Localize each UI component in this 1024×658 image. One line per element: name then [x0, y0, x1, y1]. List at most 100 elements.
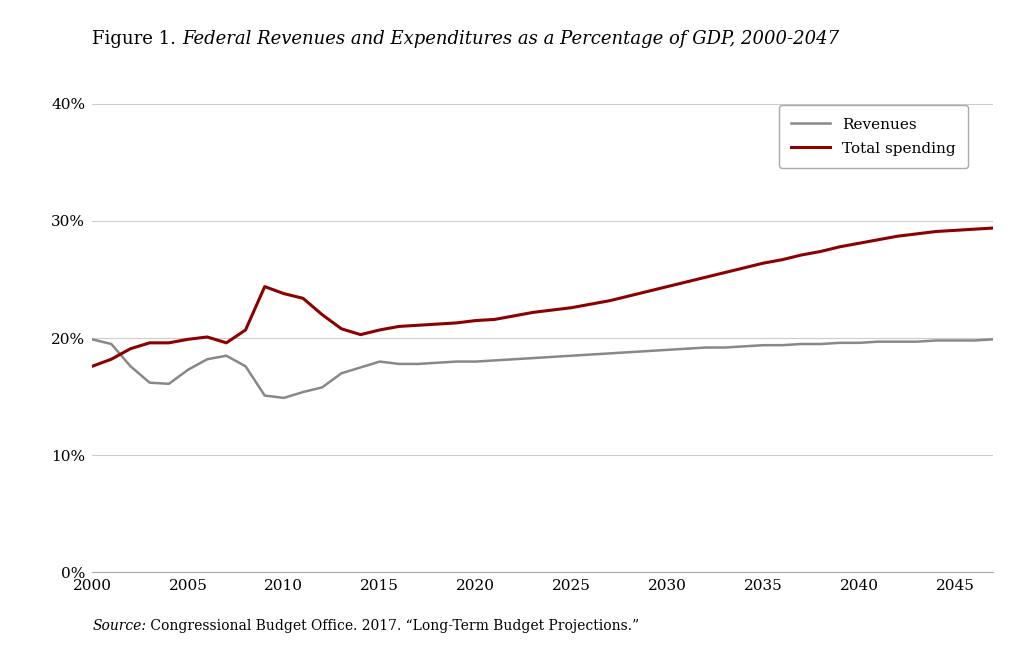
Total spending [585, 300, 597, 308]
Revenues [642, 347, 654, 355]
Revenues [259, 392, 271, 399]
Total spending [872, 236, 885, 243]
Revenues [316, 384, 329, 392]
Total spending [201, 333, 213, 341]
Revenues [469, 358, 481, 366]
Revenues [949, 336, 962, 344]
Revenues [585, 351, 597, 359]
Revenues [565, 352, 578, 360]
Total spending [124, 345, 136, 353]
Total spending [680, 278, 692, 286]
Revenues [623, 348, 635, 356]
Total spending [546, 306, 558, 314]
Total spending [163, 339, 175, 347]
Revenues [393, 360, 406, 368]
Revenues [662, 346, 674, 354]
Total spending [259, 283, 271, 291]
Total spending [623, 292, 635, 300]
Total spending [105, 355, 118, 363]
Revenues [910, 338, 923, 345]
Revenues [872, 338, 885, 345]
Revenues [431, 359, 443, 367]
Total spending [814, 247, 826, 255]
Total spending [278, 290, 290, 297]
Revenues [604, 349, 616, 357]
Revenues [143, 379, 156, 387]
Total spending [393, 322, 406, 330]
Total spending [451, 319, 463, 327]
Revenues [508, 355, 520, 363]
Total spending [374, 326, 386, 334]
Revenues [930, 336, 942, 344]
Revenues [488, 357, 501, 365]
Total spending [776, 256, 788, 264]
Revenues [891, 338, 903, 345]
Total spending [987, 224, 999, 232]
Revenues [182, 366, 195, 374]
Total spending [968, 225, 980, 233]
Line: Revenues: Revenues [92, 340, 993, 398]
Revenues [987, 336, 999, 343]
Revenues [240, 363, 252, 370]
Revenues [757, 342, 769, 349]
Revenues [354, 363, 367, 371]
Revenues [796, 340, 808, 348]
Revenues [738, 342, 751, 350]
Revenues [297, 388, 309, 396]
Revenues [814, 340, 826, 348]
Line: Total spending: Total spending [92, 228, 993, 367]
Total spending [469, 316, 481, 324]
Revenues [201, 355, 213, 363]
Total spending [412, 321, 424, 329]
Total spending [297, 294, 309, 302]
Revenues [527, 354, 540, 362]
Revenues [968, 336, 980, 344]
Revenues [680, 345, 692, 353]
Total spending [796, 251, 808, 259]
Total spending [143, 339, 156, 347]
Text: Congressional Budget Office. 2017. “Long-Term Budget Projections.”: Congressional Budget Office. 2017. “Long… [146, 619, 639, 633]
Total spending [604, 297, 616, 305]
Text: Federal Revenues and Expenditures as a Percentage of GDP, 2000-2047: Federal Revenues and Expenditures as a P… [182, 30, 839, 47]
Total spending [527, 309, 540, 316]
Revenues [220, 352, 232, 360]
Total spending [335, 325, 347, 333]
Revenues [86, 336, 98, 343]
Revenues [412, 360, 424, 368]
Total spending [86, 363, 98, 370]
Revenues [278, 394, 290, 402]
Revenues [451, 358, 463, 366]
Total spending [240, 326, 252, 334]
Revenues [335, 369, 347, 377]
Total spending [431, 320, 443, 328]
Total spending [508, 312, 520, 320]
Total spending [488, 315, 501, 323]
Revenues [776, 342, 788, 349]
Total spending [565, 304, 578, 312]
Text: Source:: Source: [92, 619, 146, 633]
Legend: Revenues, Total spending: Revenues, Total spending [779, 105, 968, 168]
Total spending [662, 283, 674, 291]
Revenues [105, 340, 118, 348]
Total spending [719, 268, 731, 276]
Total spending [930, 228, 942, 236]
Revenues [546, 353, 558, 361]
Total spending [642, 288, 654, 295]
Total spending [316, 311, 329, 318]
Total spending [949, 226, 962, 234]
Text: Figure 1.: Figure 1. [92, 30, 182, 47]
Total spending [699, 273, 712, 281]
Total spending [891, 232, 903, 240]
Revenues [834, 339, 846, 347]
Total spending [182, 336, 195, 343]
Revenues [853, 339, 865, 347]
Revenues [699, 343, 712, 351]
Total spending [354, 331, 367, 339]
Revenues [374, 358, 386, 366]
Total spending [757, 259, 769, 267]
Revenues [163, 380, 175, 388]
Total spending [738, 264, 751, 272]
Total spending [853, 240, 865, 247]
Revenues [719, 343, 731, 351]
Total spending [834, 243, 846, 251]
